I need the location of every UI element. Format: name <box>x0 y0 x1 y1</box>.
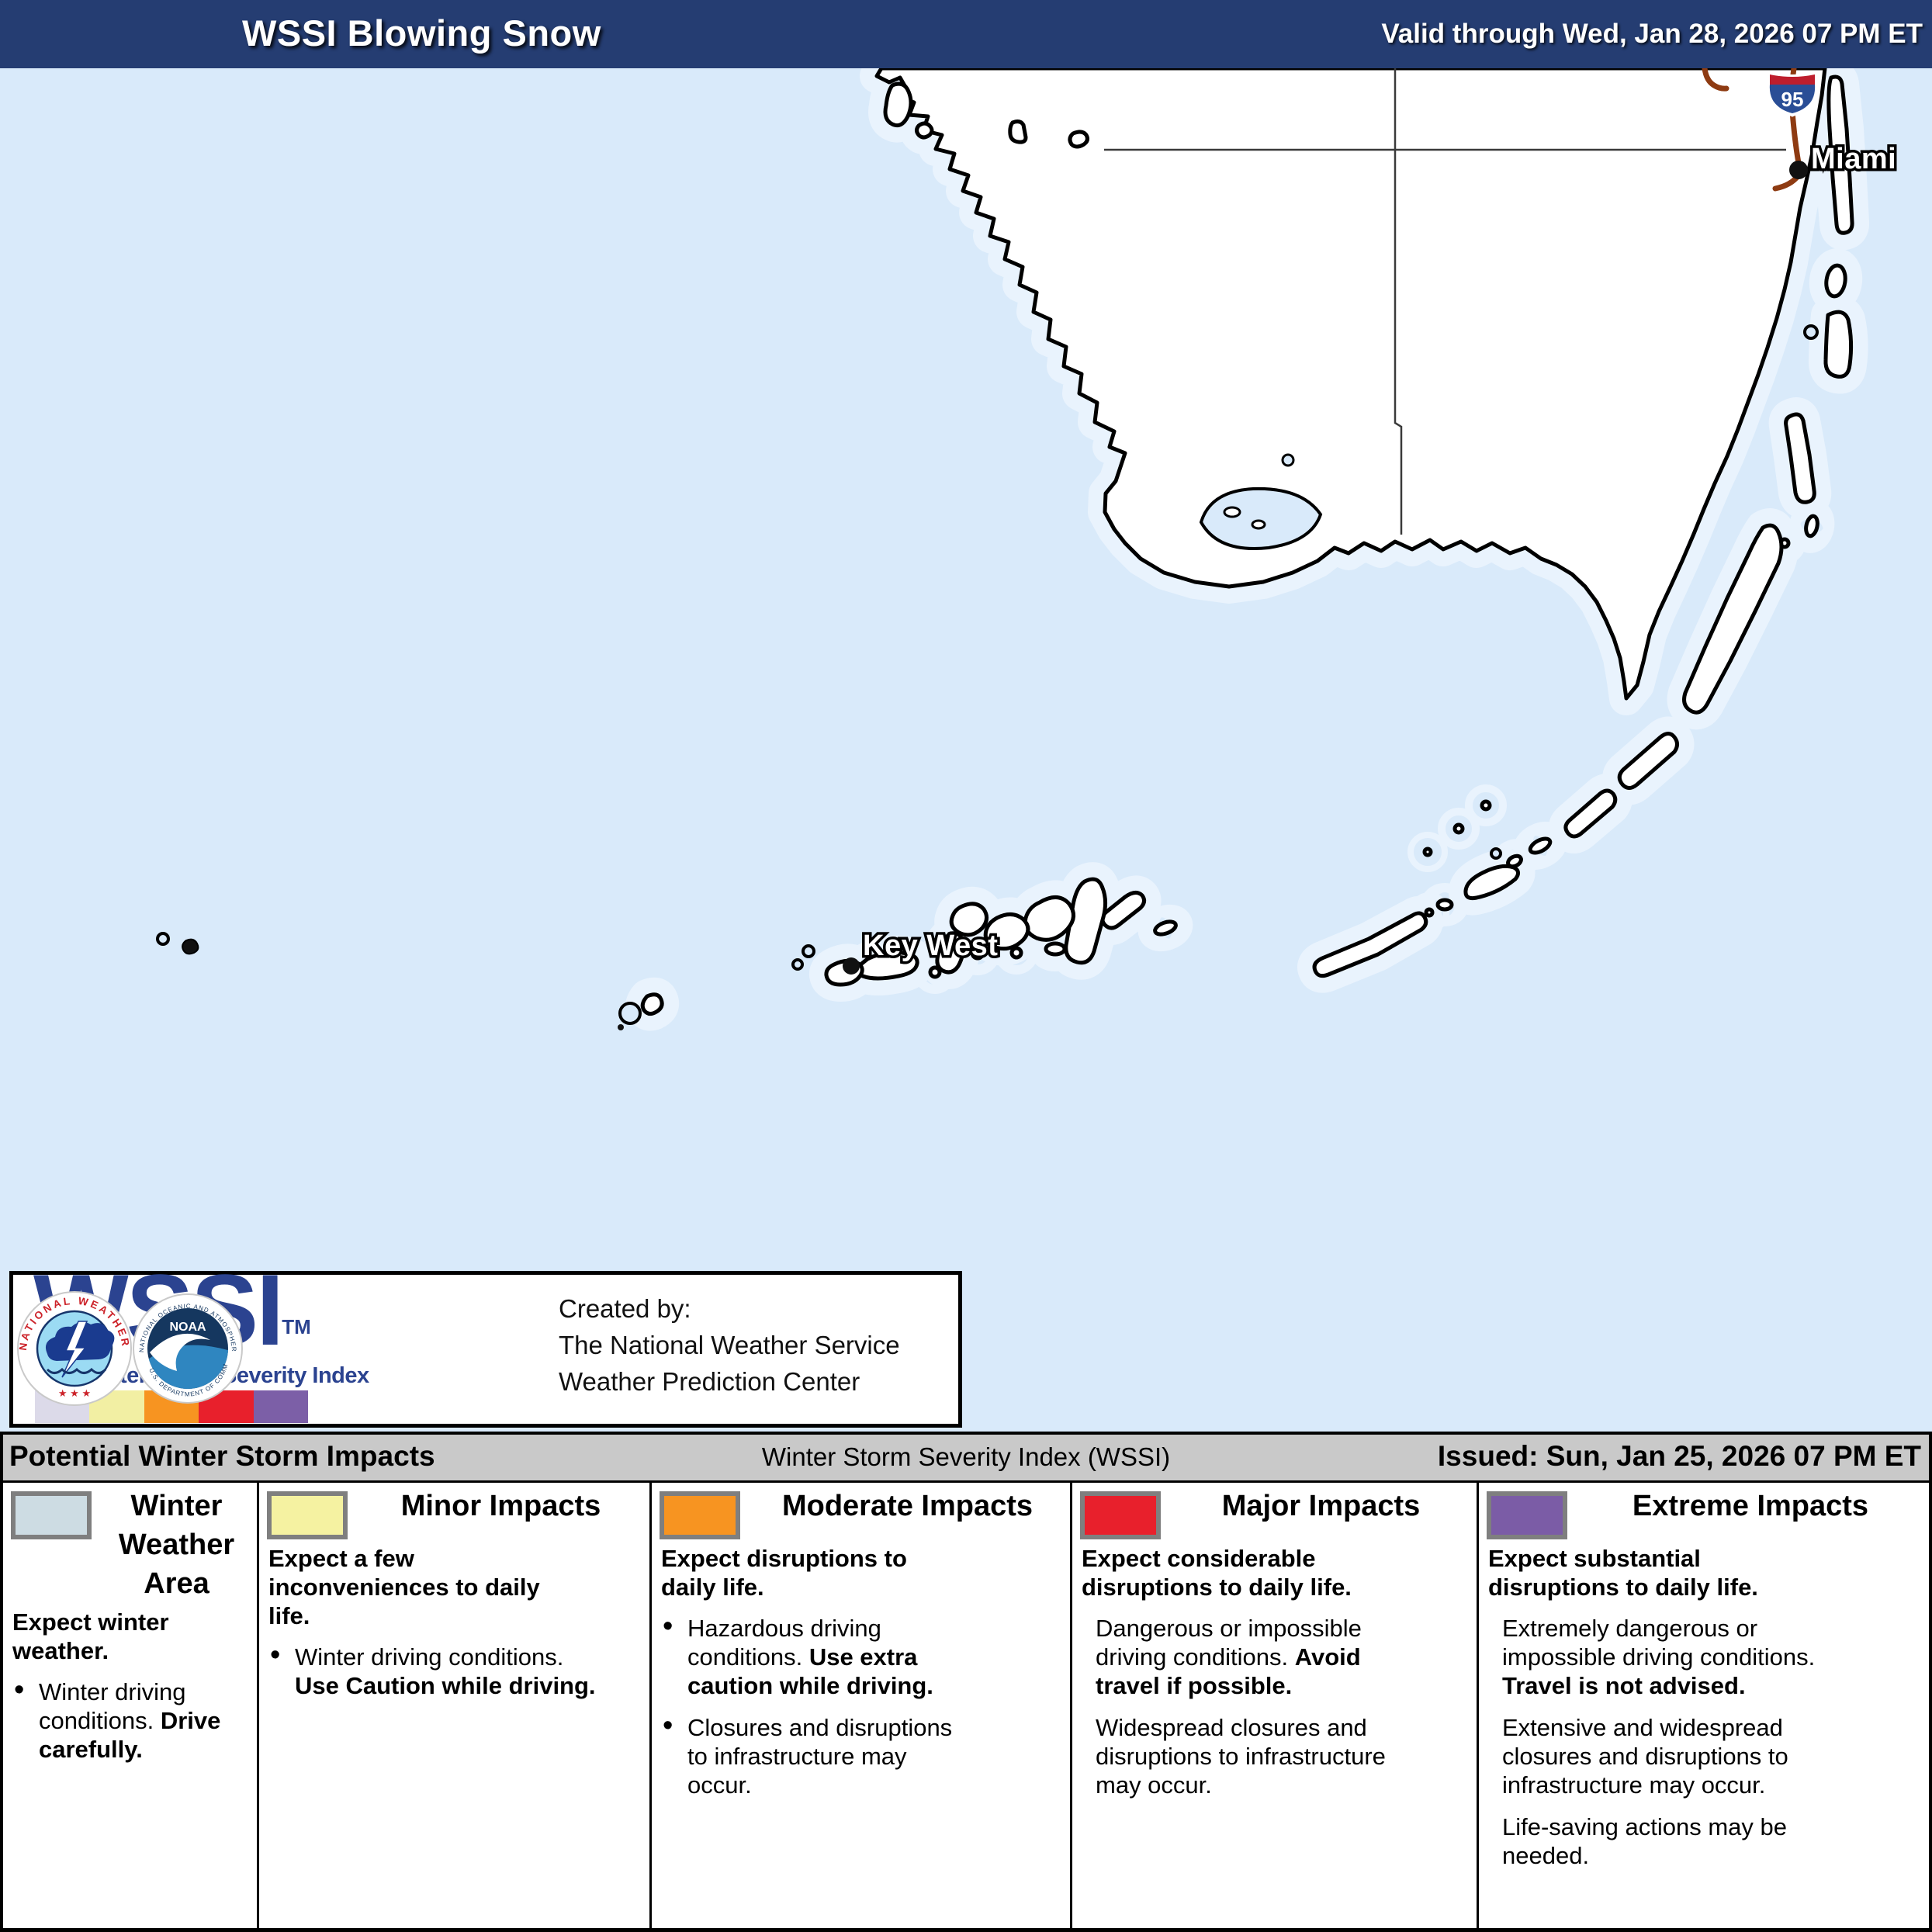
key-west-label: Key West <box>863 930 998 962</box>
legend-col-moderate-impacts: Moderate Impacts Expect disruptions to d… <box>652 1483 1072 1928</box>
nws-stars: ★ ★ ★ <box>58 1387 91 1399</box>
created-by-label: Created by: <box>559 1294 691 1323</box>
severity-color-bar <box>35 1390 308 1423</box>
created-by-line2: Weather Prediction Center <box>559 1367 860 1396</box>
legend-item: Life-saving actions may be needed. <box>1502 1813 1788 1869</box>
header-bar: WSSI Blowing Snow Valid through Wed, Jan… <box>0 0 1932 68</box>
legend-lead-text: Expect substantial disruptions to daily … <box>1488 1545 1758 1601</box>
valid-through-label: Valid through Wed, Jan 28, 2026 07 PM ET <box>1381 19 1923 49</box>
impacts-title-bar: Potential Winter Storm Impacts Winter St… <box>0 1432 1932 1483</box>
map-svg: 95 Miami Key West <box>156 68 1899 1432</box>
major-impacts-swatch <box>1080 1491 1161 1539</box>
wssi-logo-box: WSSITM The Winter Storm Severity Index <box>9 1259 962 1428</box>
moderate-impacts-swatch <box>660 1491 740 1539</box>
legend-col-title: Minor Impacts <box>400 1490 601 1522</box>
legend-item: Extremely dangerous or impossible drivin… <box>1502 1615 1816 1699</box>
legend-col-minor-impacts: Minor Impacts Expect a few inconvenience… <box>259 1483 652 1928</box>
interstate-95-shield: 95 <box>1764 71 1820 117</box>
legend-item: Extensive and widespread closures and di… <box>1502 1714 1788 1799</box>
legend-lead-text: Expect a few inconveniences to daily lif… <box>268 1545 540 1629</box>
impacts-bar-subtitle: Winter Storm Severity Index (WSSI) <box>761 1442 1171 1471</box>
noaa-wordmark: NOAA <box>169 1321 206 1334</box>
county-borders <box>1104 68 1786 535</box>
issued-label: Issued: Sun, Jan 25, 2026 07 PM ET <box>1437 1440 1921 1472</box>
legend-lead-text: Expect winter weather. <box>12 1608 169 1664</box>
miami-label: Miami <box>1811 143 1896 175</box>
legend-col-title: Major Impacts <box>1221 1490 1421 1522</box>
legend-col-winter-weather-area: Winter Weather Area Expect winter weathe… <box>3 1483 259 1928</box>
dry-tortugas <box>182 938 624 1030</box>
impacts-bar-title: Potential Winter Storm Impacts <box>9 1440 435 1472</box>
impacts-legend: Winter Weather Area Expect winter weathe… <box>0 1483 1932 1932</box>
ring-islets <box>156 324 1819 1025</box>
legend-lead-text: Expect considerable disruptions to daily… <box>1082 1545 1352 1601</box>
nws-logo-icon: NATIONAL WEATHER SERVICE ★ ★ ★ <box>13 1275 132 1406</box>
map-canvas: 95 Miami Key West WSSITM The Winter Stor… <box>0 68 1932 1432</box>
legend-item: Dangerous or impossible driving conditio… <box>1096 1615 1362 1699</box>
legend-col-title: Extreme Impacts <box>1632 1490 1869 1522</box>
legend-item: Widespread closures and disruptions to i… <box>1096 1714 1386 1799</box>
legend-col-title: Winter Weather Area <box>118 1490 235 1600</box>
legend-col-extreme-impacts: Extreme Impacts Expect substantial disru… <box>1479 1483 1929 1928</box>
whitewater-bay <box>1199 453 1323 550</box>
legend-lead-text: Expect disruptions to daily life. <box>661 1545 907 1601</box>
legend-item: Winter driving conditions. Drive careful… <box>11 1676 249 1764</box>
shield-number: 95 <box>1781 88 1804 111</box>
winter-weather-swatch <box>11 1491 92 1539</box>
trademark-symbol: TM <box>282 1315 311 1338</box>
legend-col-title: Moderate Impacts <box>781 1490 1034 1522</box>
legend-item: Hazardous driving conditions. Use extra … <box>660 1612 967 1700</box>
minor-impacts-swatch <box>267 1491 348 1539</box>
agency-emblems: NATIONAL WEATHER SERVICE ★ ★ ★ NOAA NATI… <box>13 1275 243 1406</box>
page-title: WSSI Blowing Snow <box>242 12 601 54</box>
legend-item: Closures and disruptions to infrastructu… <box>660 1712 967 1799</box>
legend-item: Winter driving conditions. Use Caution w… <box>267 1641 605 1700</box>
legend-col-major-impacts: Major Impacts Expect considerable disrup… <box>1072 1483 1479 1928</box>
severity-swatch-extreme <box>253 1390 308 1423</box>
miami-city-dot <box>1789 161 1808 179</box>
extreme-impacts-swatch <box>1487 1491 1567 1539</box>
created-by-block: Created by: The National Weather Service… <box>559 1290 900 1400</box>
key-west-city-dot <box>843 957 860 975</box>
created-by-line1: The National Weather Service <box>559 1331 900 1359</box>
